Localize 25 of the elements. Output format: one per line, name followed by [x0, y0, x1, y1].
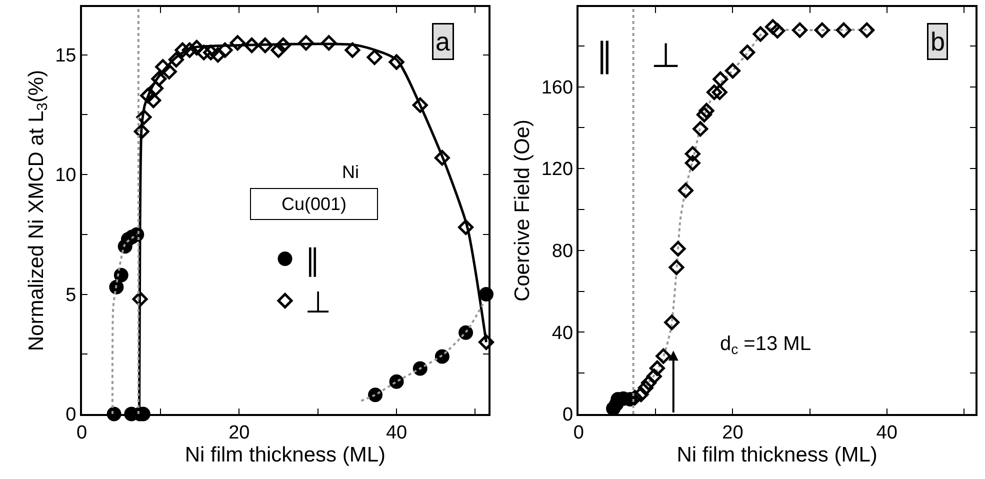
annotation: a	[436, 26, 450, 56]
x-axis-title: Ni film thickness (ML)	[184, 444, 386, 467]
x-tick-label: 20	[722, 422, 744, 444]
y-tick-label: 120	[541, 159, 574, 180]
y-tick-label: 160	[541, 77, 574, 98]
x-tick-label: 40	[876, 422, 898, 444]
y-tick-label: 10	[55, 165, 76, 186]
annotation: ⊥	[651, 37, 681, 75]
legend-label: ∥	[305, 244, 320, 278]
annotation: d$_{c}$ =13 ML	[720, 333, 811, 358]
y-tick-label: 0	[562, 404, 574, 426]
y-tick-label: 15	[55, 46, 76, 67]
legend-label: ⊥	[305, 286, 331, 320]
annotation: b	[930, 26, 945, 56]
y-axis-title: Coercive Field (Oe)	[510, 119, 534, 302]
y-tick-label: 40	[552, 322, 574, 344]
annotation: Ni	[342, 162, 359, 182]
x-axis-title: Ni film thickness (ML)	[676, 444, 878, 467]
annotation: ∥	[596, 37, 613, 75]
x-tick-label: 20	[228, 422, 250, 444]
annotation: Cu(001)	[281, 194, 347, 214]
x-tick-label: 40	[386, 422, 408, 444]
y-tick-label: 80	[552, 241, 574, 262]
y-tick-label: 0	[66, 404, 76, 426]
y-tick-label: 5	[66, 284, 76, 306]
